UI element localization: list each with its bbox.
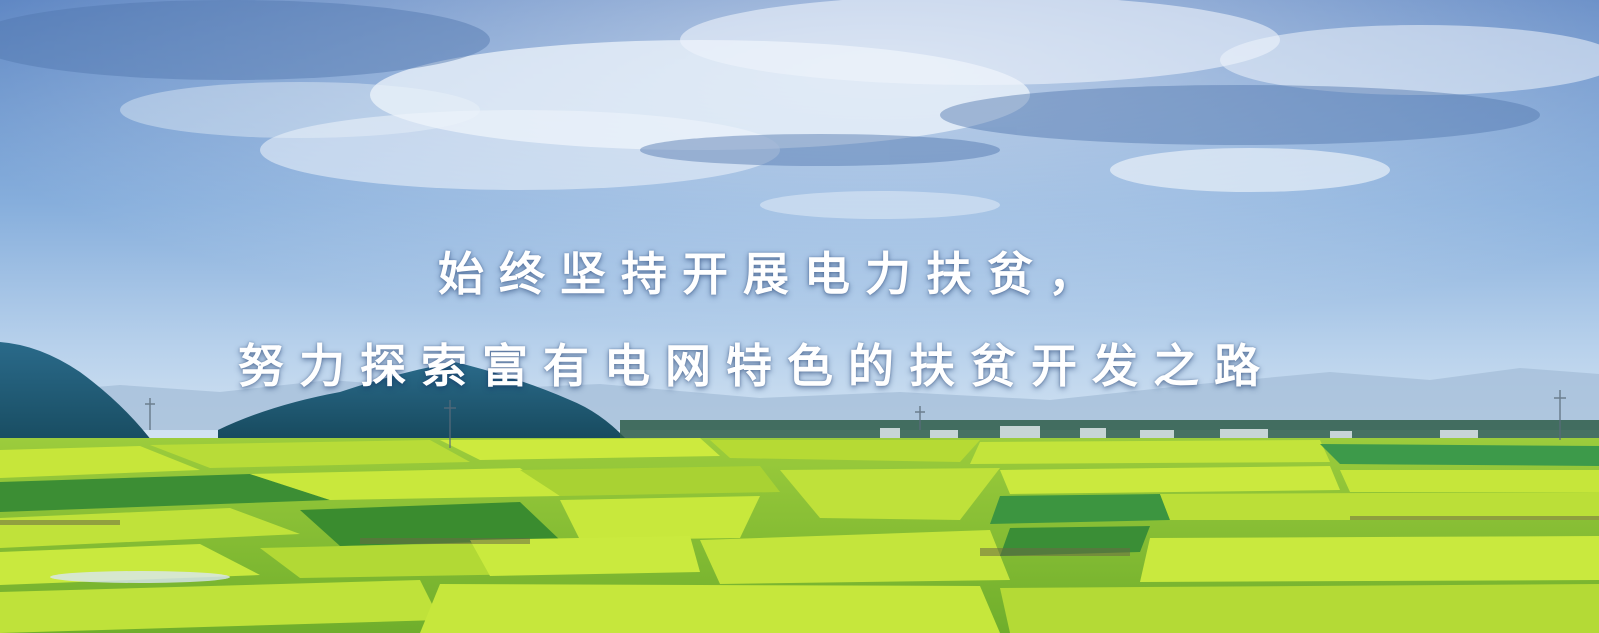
headline-line-1: 始终坚持开展电力扶贫， bbox=[438, 247, 1109, 301]
clouds bbox=[120, 0, 1599, 219]
center-hill bbox=[218, 362, 625, 440]
left-hill bbox=[0, 342, 155, 450]
headline-line-2: 努力探索富有电网特色的扶贫开发之路 bbox=[238, 339, 1275, 393]
field-patches bbox=[0, 438, 1599, 633]
